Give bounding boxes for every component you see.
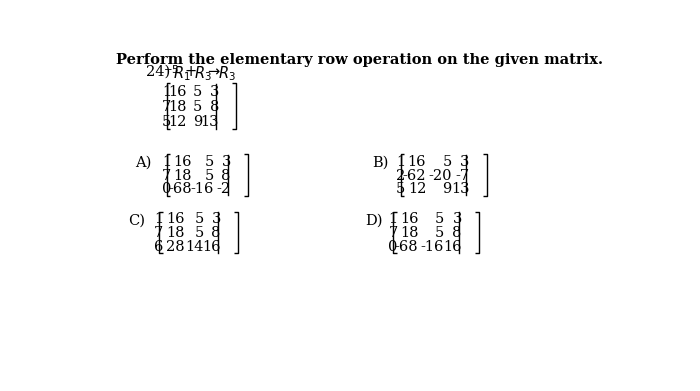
Text: -16: -16 bbox=[421, 240, 444, 254]
Text: 16: 16 bbox=[443, 240, 462, 254]
Text: 16: 16 bbox=[168, 84, 187, 99]
Text: -20: -20 bbox=[428, 169, 452, 183]
Text: 3: 3 bbox=[221, 155, 231, 169]
Text: -2: -2 bbox=[217, 183, 231, 196]
Text: $\rightarrow$: $\rightarrow$ bbox=[205, 65, 222, 79]
Text: 3: 3 bbox=[460, 155, 470, 169]
Text: 3: 3 bbox=[452, 212, 462, 226]
Text: Perform the elementary row operation on the given matrix.: Perform the elementary row operation on … bbox=[116, 53, 603, 67]
Text: 5: 5 bbox=[396, 183, 405, 196]
Text: 5: 5 bbox=[435, 212, 444, 226]
Text: 5: 5 bbox=[195, 212, 204, 226]
Text: 16: 16 bbox=[174, 155, 192, 169]
Text: 16: 16 bbox=[400, 212, 419, 226]
Text: 7: 7 bbox=[389, 226, 398, 240]
Text: 5: 5 bbox=[442, 155, 452, 169]
Text: 8: 8 bbox=[452, 226, 462, 240]
Text: 8: 8 bbox=[221, 169, 231, 183]
Text: 5: 5 bbox=[204, 169, 214, 183]
Text: 5: 5 bbox=[162, 115, 172, 129]
Text: $+$: $+$ bbox=[184, 65, 197, 79]
Text: 18: 18 bbox=[174, 169, 192, 183]
Text: 12: 12 bbox=[408, 183, 426, 196]
Text: -7: -7 bbox=[456, 169, 470, 183]
Text: 24): 24) bbox=[146, 65, 170, 79]
Text: 8: 8 bbox=[210, 100, 219, 114]
Text: 5: 5 bbox=[193, 84, 202, 99]
Text: 3: 3 bbox=[211, 212, 220, 226]
Text: D): D) bbox=[365, 213, 382, 227]
Text: 8: 8 bbox=[211, 226, 220, 240]
Text: C): C) bbox=[128, 213, 145, 227]
Text: 18: 18 bbox=[400, 226, 419, 240]
Text: B): B) bbox=[372, 156, 389, 169]
Text: 7: 7 bbox=[154, 226, 163, 240]
Text: 7: 7 bbox=[162, 100, 172, 114]
Text: 0: 0 bbox=[162, 183, 172, 196]
Text: 5: 5 bbox=[195, 226, 204, 240]
Text: 1: 1 bbox=[162, 84, 172, 99]
Text: 5: 5 bbox=[204, 155, 214, 169]
Text: 13: 13 bbox=[451, 183, 470, 196]
Text: 14: 14 bbox=[186, 240, 204, 254]
Text: 16: 16 bbox=[407, 155, 426, 169]
Text: 0: 0 bbox=[388, 240, 398, 254]
Text: 5: 5 bbox=[193, 100, 202, 114]
Text: 1: 1 bbox=[162, 155, 172, 169]
Text: 5: 5 bbox=[435, 226, 444, 240]
Text: 6: 6 bbox=[154, 240, 163, 254]
Text: -16: -16 bbox=[190, 183, 214, 196]
Text: $_{-5}$: $_{-5}$ bbox=[162, 62, 179, 76]
Text: 12: 12 bbox=[168, 115, 187, 129]
Text: 9: 9 bbox=[193, 115, 202, 129]
Text: 18: 18 bbox=[166, 226, 184, 240]
Text: $R_1$: $R_1$ bbox=[173, 65, 190, 83]
Text: 16: 16 bbox=[202, 240, 220, 254]
Text: -62: -62 bbox=[402, 169, 426, 183]
Text: 2: 2 bbox=[396, 169, 405, 183]
Text: 1: 1 bbox=[396, 155, 405, 169]
Text: 28: 28 bbox=[166, 240, 184, 254]
Text: 16: 16 bbox=[166, 212, 184, 226]
Text: 18: 18 bbox=[168, 100, 187, 114]
Text: -68: -68 bbox=[395, 240, 419, 254]
Text: $R_3$: $R_3$ bbox=[194, 65, 211, 83]
Text: 3: 3 bbox=[210, 84, 219, 99]
Text: $R_3$: $R_3$ bbox=[218, 65, 237, 83]
Text: 7: 7 bbox=[162, 169, 172, 183]
Text: 1: 1 bbox=[389, 212, 398, 226]
Text: A): A) bbox=[136, 156, 152, 169]
Text: 9: 9 bbox=[442, 183, 452, 196]
Text: 1: 1 bbox=[154, 212, 163, 226]
Text: -68: -68 bbox=[169, 183, 192, 196]
Text: 13: 13 bbox=[201, 115, 219, 129]
